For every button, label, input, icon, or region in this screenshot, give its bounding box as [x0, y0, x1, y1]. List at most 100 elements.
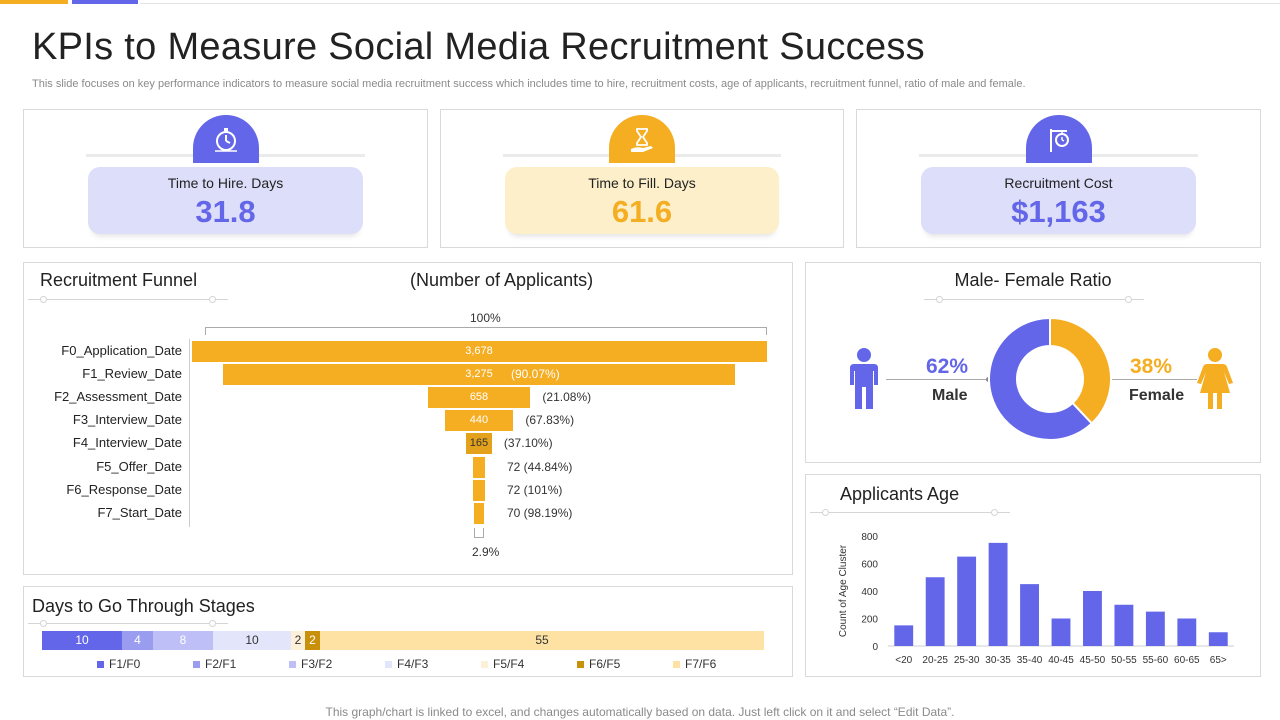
title-divider	[28, 620, 228, 627]
x-tick-label: 60-65	[1174, 655, 1200, 666]
donut-slice-male[interactable]	[988, 316, 1094, 441]
x-tick-label: 65>	[1210, 655, 1227, 666]
funnel-axis-line	[189, 339, 190, 527]
kpi-box: Time to Fill. Days 61.6	[505, 167, 779, 234]
funnel-bar-percent: (21.08%)	[542, 390, 592, 405]
female-figure-icon	[1197, 348, 1233, 409]
funnel-stage-label: F2_Assessment_Date	[54, 389, 182, 405]
male-percent: 62%	[926, 355, 969, 378]
female-connector	[1111, 379, 1197, 380]
age-bar[interactable]	[1051, 618, 1071, 647]
y-tick-label: 0	[872, 642, 878, 653]
ratio-title: Male- Female Ratio	[954, 270, 1112, 290]
kpi-value: 31.8	[195, 194, 256, 229]
legend-item: F4/F3	[385, 657, 428, 671]
donut-slice-female[interactable]	[1049, 316, 1112, 425]
legend-item: F3/F2	[289, 657, 332, 671]
female-label: Female	[1129, 387, 1185, 404]
stage-segment[interactable]: 2	[305, 631, 320, 650]
funnel-bar[interactable]	[427, 387, 531, 409]
stages-panel: Days to Go Through Stages 10 4 8 10 2 2 55 F1/…	[23, 586, 793, 677]
age-bar[interactable]	[988, 542, 1008, 646]
legend-label: F3/F2	[301, 657, 333, 671]
male-figure-icon	[850, 348, 878, 409]
age-bar[interactable]	[1083, 591, 1102, 646]
top-accent-blue	[72, 0, 138, 4]
y-tick-label: 200	[861, 615, 878, 626]
funnel-bar[interactable]	[473, 502, 485, 524]
male-connector	[886, 379, 988, 380]
age-bar[interactable]	[1145, 611, 1165, 646]
legend-label: F2/F1	[205, 657, 237, 671]
funnel-bar-value: 658	[469, 391, 489, 404]
kpi-card-time-to-hire: Time to Hire. Days 31.8	[23, 109, 428, 248]
page-title: KPIs to Measure Social Media Recruitment…	[32, 26, 925, 68]
funnel-bar[interactable]	[223, 364, 735, 386]
funnel-stage-label: F0_Application_Date	[61, 343, 182, 358]
page-subtitle: This slide focuses on key performance in…	[32, 78, 1026, 90]
funnel-stage-label: F4_Interview_Date	[72, 435, 182, 451]
footer-note: This graph/chart is linked to excel, and…	[325, 705, 955, 719]
legend-swatch	[673, 660, 680, 668]
kpi-label: Recruitment Cost	[1004, 175, 1113, 191]
male-label: Male	[932, 387, 968, 404]
funnel-bar[interactable]	[191, 341, 767, 362]
age-bar[interactable]	[1020, 584, 1039, 646]
funnel-bar-percent: 70 (98.19%)	[507, 505, 573, 520]
funnel-bar[interactable]	[473, 456, 485, 478]
funnel-bottom-pct: 2.9%	[472, 545, 500, 559]
legend-label: F7/F6	[685, 657, 717, 671]
funnel-bar-percent: 72 (101%)	[507, 482, 563, 497]
x-tick-label: 55-60	[1143, 655, 1169, 666]
legend-swatch	[385, 660, 392, 668]
stage-segment[interactable]: 55	[320, 631, 764, 650]
age-bar[interactable]	[894, 625, 914, 646]
stopwatch-icon	[192, 115, 259, 163]
legend-swatch	[289, 660, 296, 668]
stage-segment[interactable]: 10	[42, 631, 122, 650]
y-axis-label: Count of Age Cluster	[838, 544, 849, 637]
stage-segment[interactable]: 2	[291, 631, 305, 650]
y-tick-label: 600	[861, 560, 878, 571]
stages-title: Days to Go Through Stages	[32, 596, 255, 616]
funnel-subtitle: (Number of Applicants)	[410, 270, 594, 290]
funnel-stage-label: F5_Offer_Date	[96, 458, 182, 474]
funnel-top-pct: 100%	[470, 311, 501, 325]
age-panel: Applicants Age 0 200 400 600 800 Count of Age…	[805, 474, 1261, 677]
stage-segment[interactable]: 8	[153, 631, 213, 650]
age-bar-chart: 0 200 400 600 800 Count of Age Cluster <20 20-2…	[838, 532, 1234, 666]
stage-segment[interactable]: 10	[213, 631, 291, 650]
funnel-bar-percent: (67.83%)	[525, 413, 575, 428]
kpi-value: $1,163	[1011, 194, 1106, 229]
funnel-bar[interactable]	[466, 433, 492, 455]
legend-swatch	[481, 660, 488, 668]
age-bar[interactable]	[925, 577, 945, 646]
age-bar[interactable]	[1208, 632, 1228, 646]
stages-bar: 10 4 8 10 2 2 55	[42, 631, 764, 650]
age-bar[interactable]	[1114, 604, 1134, 646]
funnel-stage-label: F7_Start_Date	[97, 504, 182, 520]
age-bar[interactable]	[1177, 618, 1197, 647]
legend-swatch	[193, 660, 200, 668]
funnel-stage-label: F1_Review_Date	[82, 366, 182, 382]
funnel-stage-label: F6_Response_Date	[66, 481, 182, 497]
legend-label: F4/F3	[397, 657, 429, 671]
x-tick-label: 35-40	[1017, 655, 1043, 666]
title-divider	[28, 296, 228, 303]
stage-segment[interactable]: 4	[122, 631, 153, 650]
funnel-title: Recruitment Funnel	[40, 270, 198, 290]
funnel-bar[interactable]	[473, 479, 485, 501]
funnel-top-bracket	[205, 327, 767, 335]
age-title: Applicants Age	[840, 484, 960, 504]
funnel-bottom-bracket	[474, 528, 484, 538]
legend-item: F2/F1	[193, 657, 236, 671]
title-divider	[810, 509, 1010, 516]
kpi-card-recruitment-cost: Recruitment Cost $1,163	[856, 109, 1261, 248]
kpi-box: Time to Hire. Days 31.8	[88, 167, 363, 234]
kpi-box: Recruitment Cost $1,163	[921, 167, 1196, 234]
age-bar[interactable]	[957, 556, 977, 646]
x-tick-label: 25-30	[954, 655, 980, 666]
hourglass-hand-icon	[609, 115, 675, 163]
funnel-panel: Recruitment Funnel (Number of Applicants…	[23, 262, 793, 575]
funnel-bar[interactable]	[444, 410, 514, 432]
